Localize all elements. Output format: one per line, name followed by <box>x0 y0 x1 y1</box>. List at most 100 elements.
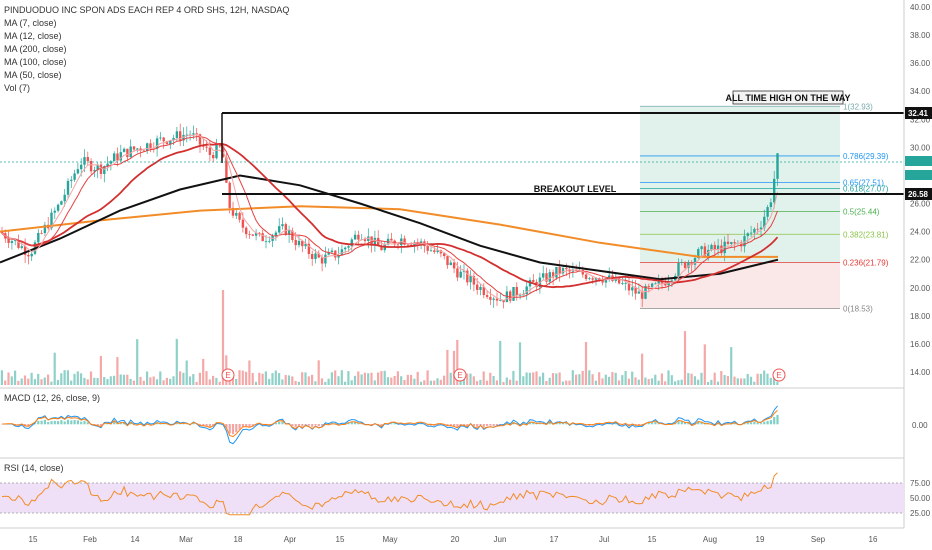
macd-histogram-bar <box>228 424 231 434</box>
macd-histogram-bar <box>50 421 53 425</box>
macd-histogram-bar <box>113 421 116 425</box>
ma100-line <box>0 174 779 281</box>
candle-body <box>532 279 535 282</box>
macd-histogram-bar <box>647 423 650 425</box>
macd-histogram-bar <box>24 424 27 427</box>
macd-signal-line <box>1 410 778 438</box>
volume-bar <box>532 372 535 385</box>
candle-body <box>390 238 393 241</box>
candle-body <box>179 131 182 141</box>
volume-bar <box>499 340 502 385</box>
volume-bar <box>215 377 218 385</box>
macd-histogram-bar <box>495 424 499 426</box>
candle-body <box>743 236 746 247</box>
volume-bar <box>624 371 627 385</box>
candle-body <box>126 148 129 158</box>
candle-body <box>17 240 20 248</box>
volume-bar <box>80 373 83 385</box>
volume-bar <box>10 376 13 385</box>
macd-histogram-bar <box>446 424 449 427</box>
volume-bar <box>93 377 96 385</box>
macd-histogram-bar <box>208 424 211 428</box>
earnings-marker[interactable] <box>453 368 467 382</box>
volume-bar <box>410 374 413 385</box>
candle-body <box>307 243 311 254</box>
volume-bar <box>657 380 660 385</box>
volume-bar <box>185 360 188 385</box>
macd-histogram-bar <box>33 423 37 425</box>
candle-body <box>215 144 218 159</box>
candle-body <box>172 137 175 141</box>
macd-histogram-bar <box>248 424 251 428</box>
macd-histogram-bar <box>235 424 238 433</box>
volume-bar <box>756 373 759 385</box>
candle-body <box>165 141 169 144</box>
earnings-marker[interactable] <box>772 368 786 382</box>
volume-bar <box>103 376 106 385</box>
macd-histogram-bar <box>756 423 759 425</box>
macd-histogram-bar <box>479 424 482 425</box>
candle-body <box>545 273 548 282</box>
candle-body <box>740 242 743 247</box>
volume-bar <box>287 375 291 385</box>
volume-bar <box>23 375 27 385</box>
candle-body <box>314 253 317 259</box>
candle-body <box>406 244 410 246</box>
candle-body <box>650 283 654 287</box>
candle-body <box>320 257 324 264</box>
candle-body <box>297 240 301 246</box>
ath-label: ALL TIME HIGH ON THE WAY <box>725 93 850 103</box>
volume-bar <box>76 371 79 385</box>
volume-bar <box>30 372 33 385</box>
candle-body <box>363 239 367 242</box>
candle-body <box>558 267 561 274</box>
volume-bar <box>687 373 690 385</box>
macd-histogram-bar <box>198 424 202 426</box>
earnings-marker-label: E <box>457 371 462 380</box>
volume-bar <box>555 373 558 385</box>
candle-body <box>235 212 238 216</box>
candle-body <box>697 249 700 258</box>
candle-body <box>690 262 693 265</box>
candle-body <box>627 283 631 291</box>
volume-bar <box>248 360 251 385</box>
candle-body <box>261 233 264 242</box>
time-tick: 19 <box>756 535 765 544</box>
candle-body <box>344 247 347 250</box>
price-tick: 22.00 <box>910 256 931 265</box>
candle-body <box>70 179 73 181</box>
volume-bar <box>716 381 720 385</box>
candle-body <box>482 286 485 296</box>
candle-body <box>766 207 769 217</box>
macd-histogram-bar <box>73 420 76 425</box>
volume-bar <box>169 378 172 385</box>
candle-body <box>429 250 433 252</box>
macd-histogram-bar <box>403 424 406 425</box>
volume-bar <box>40 379 43 385</box>
candle-body <box>40 232 43 234</box>
candle-body <box>225 157 228 183</box>
time-tick: 20 <box>451 535 460 544</box>
price-tick: 32.00 <box>910 115 931 124</box>
volume-bar <box>99 355 102 385</box>
candle-body <box>60 201 63 205</box>
candle-body <box>624 283 627 284</box>
candle-body <box>433 250 436 252</box>
volume-bar <box>575 374 578 385</box>
candle-body <box>30 253 33 257</box>
moving-averages <box>0 133 779 301</box>
candle-body <box>551 272 555 278</box>
candle-body <box>749 232 753 234</box>
macd-histogram-bar <box>357 422 360 425</box>
volume-bar <box>274 370 277 385</box>
earnings-marker[interactable] <box>221 368 235 382</box>
macd-histogram-bar <box>152 423 155 425</box>
volume-bar <box>261 373 264 385</box>
volume-bar <box>7 372 10 385</box>
volume-bar <box>495 380 498 385</box>
macd-histogram-bar <box>555 423 558 425</box>
volume-bar <box>4 380 7 385</box>
candle-body <box>677 263 680 276</box>
